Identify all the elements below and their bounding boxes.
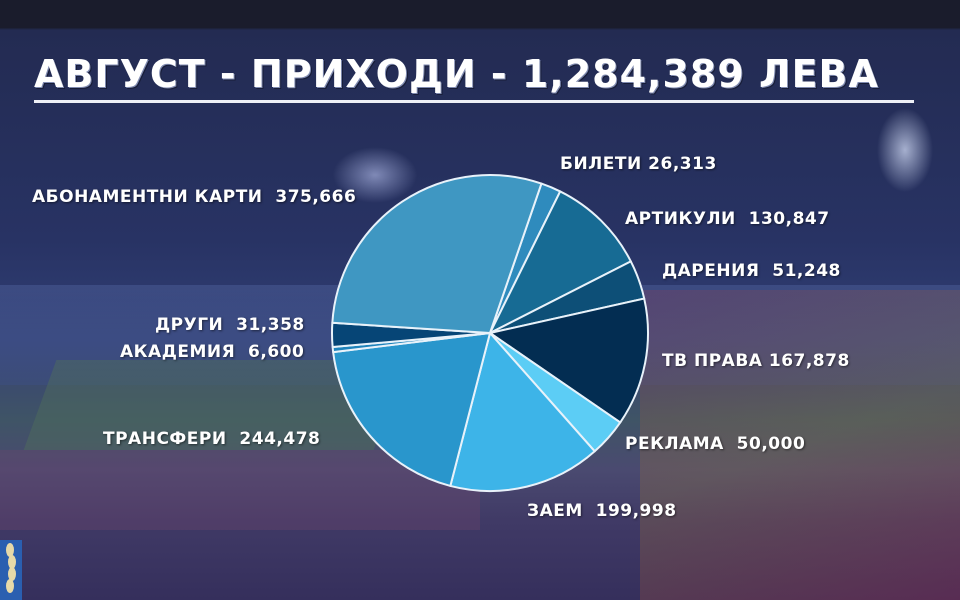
pie-slice-3 [489,297,649,424]
label-transferi: ТРАНСФЕРИ 244,478 [103,429,321,449]
label-zaem: ЗАЕМ 199,998 [527,501,677,521]
label-artikuli: АРТИКУЛИ 130,847 [625,209,830,229]
label-abonamentni: АБОНАМЕНТНИ КАРТИ 375,666 [32,187,357,207]
label-drugi: ДРУГИ 31,358 [155,315,305,335]
pie-slice-6 [332,332,491,487]
label-bileti: БИЛЕТИ 26,313 [560,154,717,174]
label-reklama: РЕКЛАМА 50,000 [625,434,806,454]
pie-slice-1 [489,190,632,334]
pie-slice-9 [331,174,543,334]
stadium-crowd [640,290,960,600]
title-underline [34,100,914,103]
pie-slice-5 [449,332,596,492]
label-tv-prava: ТВ ПРАВА 167,878 [662,351,850,371]
label-darenia: ДАРЕНИЯ 51,248 [662,261,841,281]
top-bar [0,0,960,28]
chart-title: АВГУСТ - ПРИХОДИ - 1,284,389 ЛЕВА [34,52,879,96]
label-akademia: АКАДЕМИЯ 6,600 [120,342,305,362]
laurel-emblem-icon [0,540,22,600]
